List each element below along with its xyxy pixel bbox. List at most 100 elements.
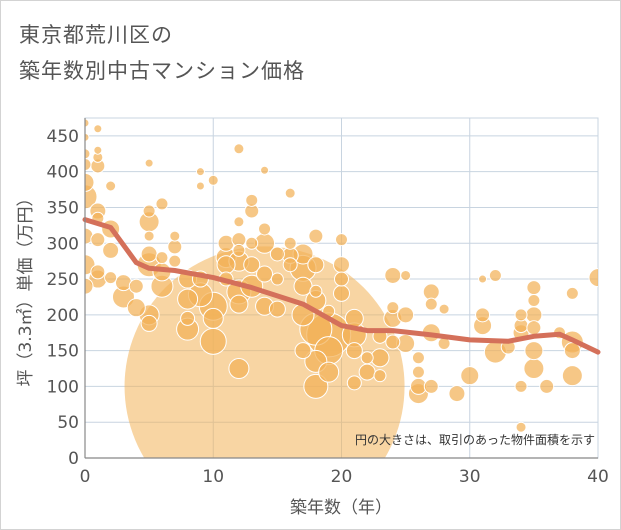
data-point bbox=[85, 277, 94, 295]
data-point bbox=[526, 280, 542, 296]
data-point bbox=[307, 256, 325, 274]
data-point bbox=[102, 241, 120, 259]
data-point bbox=[475, 307, 491, 323]
data-point bbox=[514, 308, 528, 322]
data-point bbox=[400, 269, 412, 281]
data-point bbox=[243, 256, 261, 274]
data-point bbox=[333, 284, 350, 302]
data-point bbox=[93, 145, 103, 155]
data-point bbox=[143, 230, 155, 242]
data-point bbox=[233, 216, 245, 228]
data-point bbox=[270, 272, 284, 286]
data-point bbox=[373, 369, 387, 383]
data-point bbox=[140, 314, 158, 332]
data-point bbox=[438, 303, 450, 315]
data-point bbox=[232, 243, 246, 257]
data-point bbox=[370, 348, 390, 368]
y-axis-label: 坪（3.3㎡）単価（万円） bbox=[16, 189, 36, 386]
data-point bbox=[104, 271, 118, 285]
data-point bbox=[90, 232, 106, 248]
data-point bbox=[333, 256, 350, 274]
data-point bbox=[85, 118, 90, 128]
data-point bbox=[524, 341, 544, 361]
data-point bbox=[202, 307, 224, 329]
axes bbox=[84, 118, 598, 459]
data-point bbox=[93, 124, 103, 134]
data-point bbox=[199, 327, 227, 355]
data-point bbox=[228, 358, 250, 380]
y-tick-label: 50 bbox=[57, 413, 79, 433]
data-point bbox=[85, 148, 91, 160]
chart-title-line2: 築年数別中古マンション価格 bbox=[19, 59, 305, 83]
data-point bbox=[282, 257, 298, 273]
bubbles-layer bbox=[85, 118, 598, 458]
data-point bbox=[294, 342, 312, 360]
data-point bbox=[422, 283, 440, 301]
chart-title-line1: 東京都荒川区の bbox=[19, 23, 173, 47]
data-point bbox=[90, 264, 106, 280]
data-point bbox=[268, 300, 286, 318]
data-point bbox=[140, 245, 158, 263]
y-tick-label: 100 bbox=[47, 377, 79, 397]
data-point bbox=[478, 274, 488, 284]
data-point bbox=[207, 174, 219, 186]
data-point bbox=[539, 378, 555, 394]
y-tick-label: 200 bbox=[47, 306, 79, 326]
data-point bbox=[384, 266, 402, 284]
data-point bbox=[155, 197, 169, 211]
data-point bbox=[85, 132, 90, 142]
x-tick-label: 40 bbox=[587, 467, 609, 487]
data-point bbox=[128, 278, 144, 294]
data-point bbox=[284, 187, 296, 199]
data-point bbox=[334, 271, 349, 287]
data-point bbox=[283, 236, 297, 250]
data-point bbox=[168, 254, 182, 268]
data-point bbox=[233, 143, 245, 155]
y-tick-label: 300 bbox=[47, 234, 79, 254]
data-point bbox=[293, 276, 313, 296]
data-point bbox=[167, 239, 183, 255]
data-point bbox=[527, 294, 541, 308]
data-point bbox=[260, 165, 270, 175]
y-tick-label: 400 bbox=[47, 163, 79, 183]
data-point bbox=[515, 421, 527, 433]
y-tick-label: 0 bbox=[68, 449, 79, 469]
data-point bbox=[217, 234, 235, 252]
data-point bbox=[488, 268, 502, 282]
data-point bbox=[155, 251, 169, 265]
data-point bbox=[195, 181, 205, 191]
data-point bbox=[126, 298, 146, 318]
data-point bbox=[303, 373, 329, 399]
y-tick-label: 150 bbox=[47, 342, 79, 362]
data-point bbox=[269, 246, 285, 262]
data-point bbox=[114, 274, 132, 292]
data-point bbox=[514, 379, 528, 393]
y-tick-label: 450 bbox=[47, 127, 79, 147]
trend-line bbox=[82, 217, 601, 355]
data-point bbox=[448, 385, 466, 403]
data-point bbox=[386, 301, 400, 315]
data-point bbox=[360, 351, 374, 365]
data-point bbox=[411, 365, 425, 379]
data-point bbox=[105, 180, 117, 192]
data-point bbox=[318, 361, 340, 383]
data-point bbox=[523, 358, 545, 380]
data-point bbox=[460, 366, 480, 386]
data-point bbox=[411, 351, 425, 365]
data-point bbox=[229, 294, 249, 314]
data-point bbox=[85, 172, 95, 192]
data-point bbox=[385, 334, 401, 350]
data-point bbox=[561, 365, 583, 387]
x-tick-label: 10 bbox=[202, 467, 224, 487]
data-point bbox=[144, 158, 154, 168]
data-point bbox=[245, 193, 259, 207]
y-tick-label: 250 bbox=[47, 270, 79, 290]
data-point bbox=[169, 230, 181, 242]
x-axis-label: 築年数（年） bbox=[290, 498, 392, 518]
data-point bbox=[256, 265, 274, 283]
data-point bbox=[142, 204, 156, 218]
data-point bbox=[358, 363, 376, 381]
x-tick-label: 30 bbox=[459, 467, 481, 487]
